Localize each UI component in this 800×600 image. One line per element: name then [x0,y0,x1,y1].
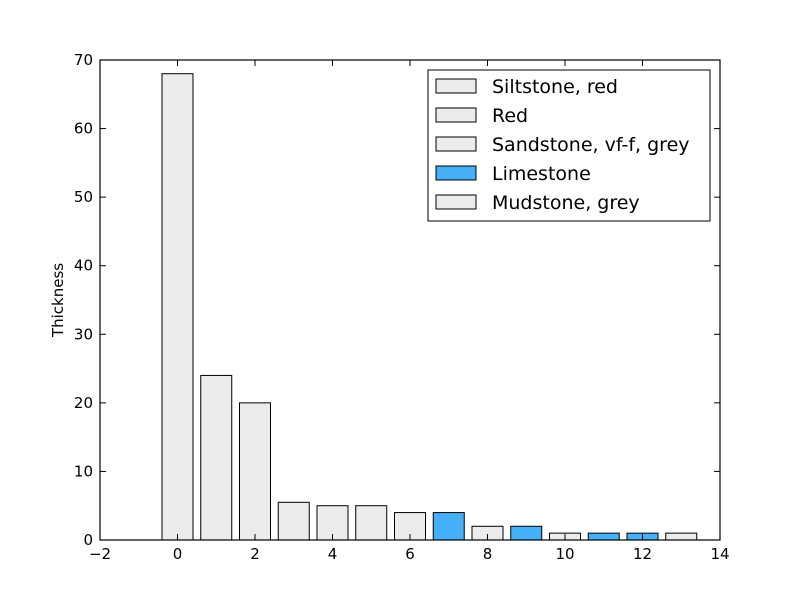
x-tick-label: 14 [710,545,729,563]
legend-swatch-1 [435,107,477,123]
x-tick-label: 0 [173,545,183,563]
y-tick-label: 50 [74,188,93,206]
y-tick-label: 30 [74,325,93,343]
legend-label-1: Red [492,105,528,127]
legend-swatch-0 [435,78,477,94]
legend-label-2: Sandstone, vf-f, grey [492,134,690,156]
y-tick-label: 40 [74,257,93,275]
bars [161,73,698,541]
bar-5 [355,505,388,541]
legend-label-0: Siltstone, red [492,76,618,98]
y-tick-label: 70 [74,51,93,69]
bar-1 [200,374,233,541]
bar-3 [277,501,310,541]
y-tick-label: 0 [83,531,93,549]
bar-0 [161,73,194,541]
y-axis-label: Thickness [49,263,67,338]
y-tick-label: 20 [74,394,93,412]
x-tick-label: 10 [555,545,574,563]
x-tick-label: 8 [483,545,493,563]
bar-2 [239,402,271,541]
x-tick-label: −2 [89,545,111,563]
legend-swatch-2 [435,136,477,152]
x-tick-label: 4 [328,545,338,563]
x-tick-label: 2 [250,545,260,563]
y-tick-label: 60 [74,120,93,138]
bar-13 [665,532,698,541]
legend-label-4: Mudstone, grey [492,192,640,214]
plot-frame [99,59,721,541]
legend-swatch-4 [435,194,477,210]
legend-swatch-3 [435,165,477,181]
legend: Siltstone, red Red Sandstone, vf-f, grey Li… [427,69,711,222]
bar-11 [587,532,620,541]
legend-label-3: Limestone [492,163,591,185]
bar-9 [510,525,543,541]
y-tick-label: 10 [74,462,93,480]
x-tick-label: 12 [633,545,652,563]
bar-7 [432,512,465,541]
x-tick-label: 6 [405,545,415,563]
